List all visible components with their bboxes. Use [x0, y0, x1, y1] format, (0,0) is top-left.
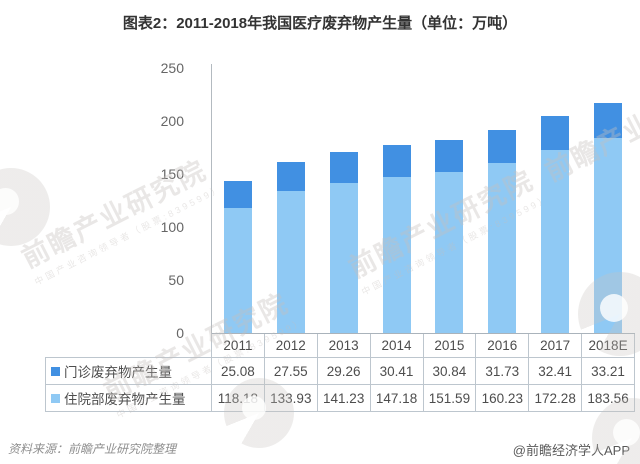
- legend-row-label: 门诊废弃物产生量: [46, 358, 212, 385]
- value-cell: 172.28: [529, 385, 583, 412]
- chart-title: 图表2：2011-2018年我国医疗废弃物产生量（单位：万吨）: [122, 15, 518, 32]
- year-header-cell: 2014: [370, 334, 424, 358]
- bar-segment-outpatient: [382, 144, 411, 177]
- value-cell: 25.08: [212, 358, 265, 385]
- legend-row-label: 住院部废弃物产生量: [46, 385, 212, 412]
- value-cell: 160.23: [476, 385, 530, 412]
- value-cell: 32.41: [529, 358, 583, 385]
- y-tick-label: 150: [160, 166, 184, 182]
- bar-2012: [277, 161, 306, 333]
- bar-segment-outpatient: [540, 116, 569, 151]
- year-table: 2011 2012 2013 2014 2015 2016 2017 2018E 25.08 27…: [211, 333, 635, 412]
- y-tick-label: 100: [160, 219, 184, 235]
- y-axis-line: [211, 64, 212, 333]
- bar-2011: [224, 181, 253, 333]
- y-tick-label: 200: [160, 113, 184, 129]
- year-header-cell: 2015: [423, 334, 477, 358]
- bar-segment-inpatient: [382, 177, 411, 333]
- plot-area: [212, 68, 634, 333]
- watermark-logo-icon: [0, 168, 50, 246]
- value-cell: 31.73: [476, 358, 530, 385]
- legend-swatch-icon: [51, 393, 60, 403]
- bar-segment-outpatient: [435, 139, 464, 173]
- bar-segment-inpatient: [277, 191, 306, 333]
- bar-segment-inpatient: [329, 183, 358, 333]
- bar-2018E: [593, 103, 622, 333]
- bar-segment-inpatient: [540, 150, 569, 333]
- value-cell: 133.93: [264, 385, 318, 412]
- bar-2013: [329, 152, 358, 333]
- value-cell: 30.84: [423, 358, 477, 385]
- year-header-cell: 2011: [212, 334, 265, 358]
- year-header-cell: 2016: [476, 334, 530, 358]
- bar-segment-outpatient: [329, 152, 358, 184]
- footer-credit: @前瞻经济学人APP: [512, 443, 630, 458]
- value-cell: 151.59: [423, 385, 477, 412]
- legend-label-text: 住院部废弃物产生量: [64, 392, 186, 407]
- value-cell: 33.21: [582, 358, 635, 385]
- legend-swatch-icon: [51, 366, 60, 376]
- year-header-cell: 2017: [529, 334, 583, 358]
- bar-2017: [540, 116, 569, 333]
- bar-segment-inpatient: [435, 172, 464, 333]
- bar-2015: [435, 139, 464, 333]
- bar-2014: [382, 144, 411, 333]
- bar-2016: [488, 129, 517, 333]
- legend-table: 门诊废弃物产生量 住院部废弃物产生量: [45, 357, 212, 412]
- bar-segment-inpatient: [593, 138, 622, 333]
- footer-source: 资料来源：前瞻产业研究院整理: [8, 442, 177, 456]
- bar-segment-inpatient: [488, 163, 517, 333]
- year-header-cell: 2018E: [582, 334, 635, 358]
- bar-segment-outpatient: [488, 129, 517, 164]
- y-axis-labels: 0 50 100 150 200 250: [150, 60, 198, 341]
- y-tick-label: 0: [176, 325, 184, 341]
- value-cell: 30.41: [370, 358, 424, 385]
- y-tick-label: 250: [160, 60, 184, 76]
- value-cell: 183.56: [582, 385, 635, 412]
- bar-segment-inpatient: [224, 207, 253, 333]
- value-cell: 27.55: [264, 358, 318, 385]
- year-header-cell: 2012: [264, 334, 318, 358]
- bar-segment-outpatient: [277, 161, 306, 192]
- y-tick-label: 50: [168, 272, 184, 288]
- legend-label-text: 门诊废弃物产生量: [64, 365, 172, 380]
- value-cell: 147.18: [370, 385, 424, 412]
- value-cell: 118.18: [212, 385, 265, 412]
- bar-segment-outpatient: [224, 181, 253, 208]
- year-header-cell: 2013: [317, 334, 371, 358]
- value-cell: 141.23: [317, 385, 371, 412]
- bar-segment-outpatient: [593, 103, 622, 139]
- value-cell: 29.26: [317, 358, 371, 385]
